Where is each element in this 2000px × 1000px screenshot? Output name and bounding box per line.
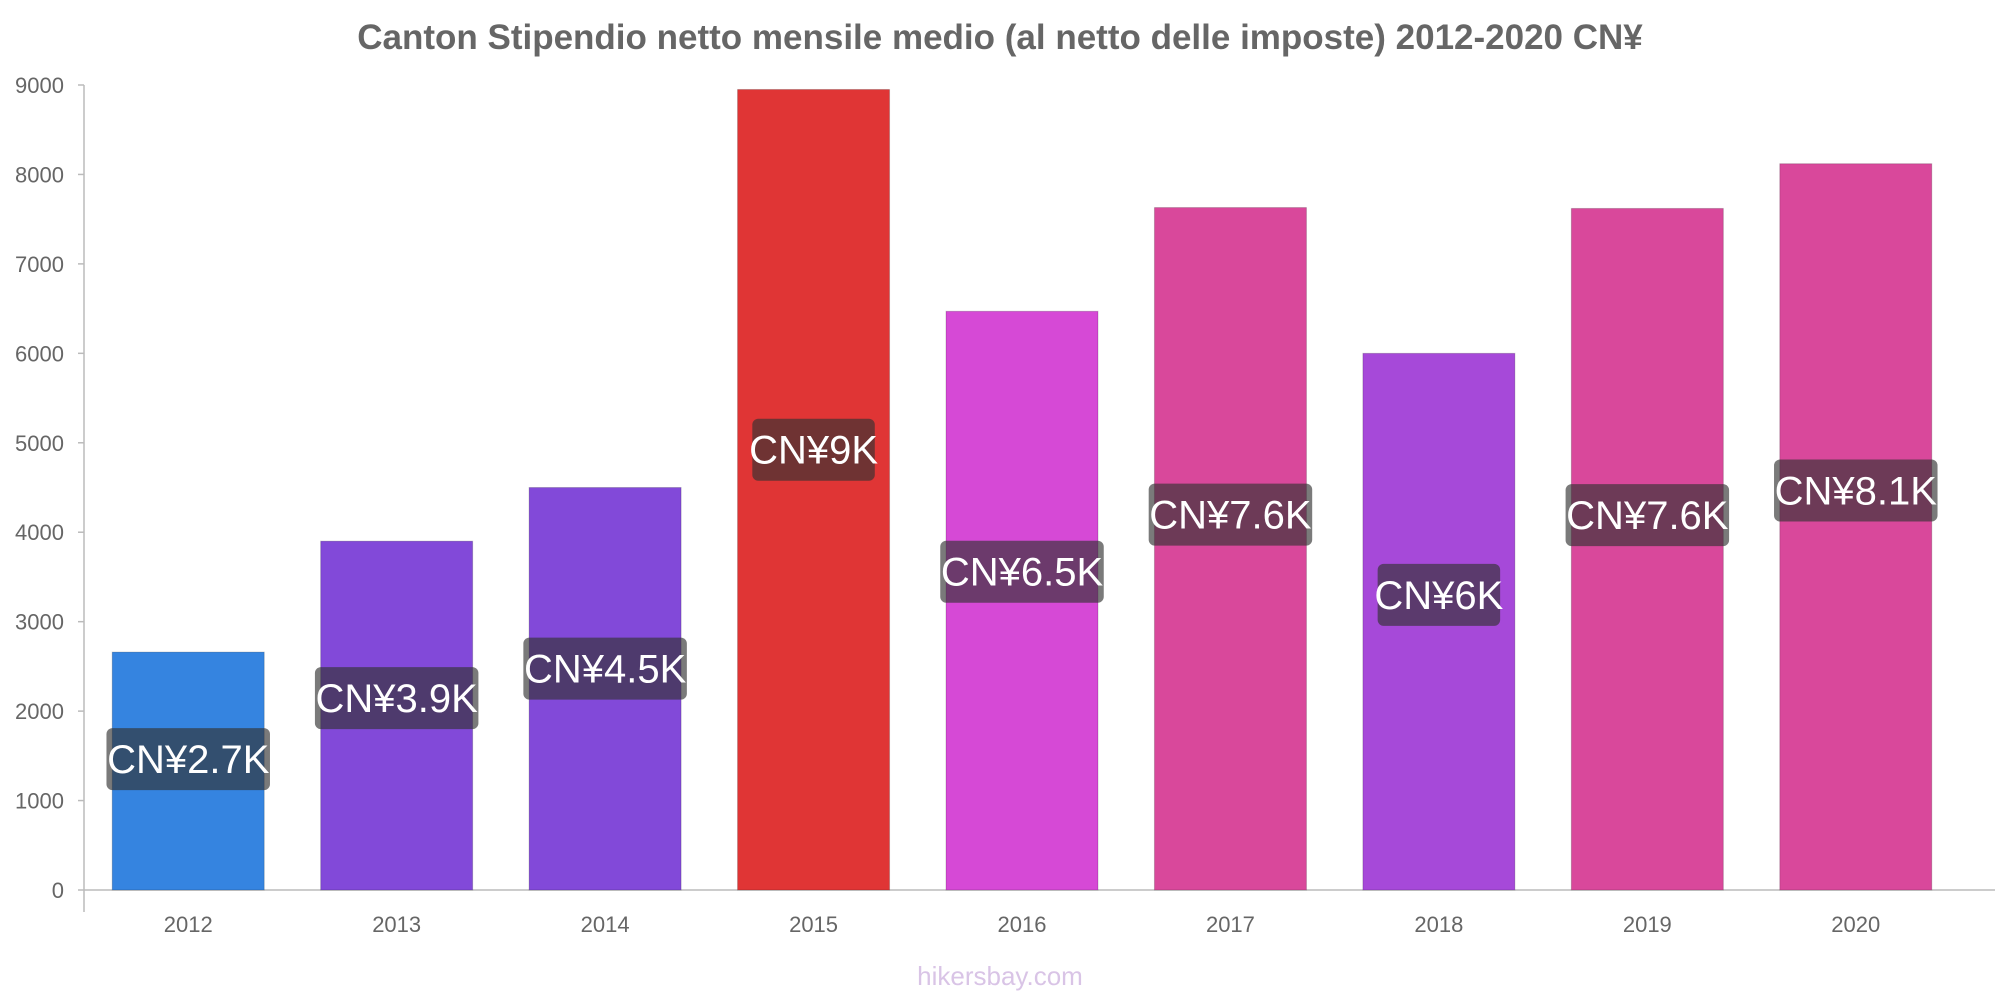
data-label-bg [1565, 484, 1730, 547]
x-tick-label: 2015 [789, 912, 838, 937]
data-label-text: CN¥4.5K [524, 648, 687, 692]
x-tick-label: 2020 [1831, 912, 1880, 937]
y-tick-label: 1000 [15, 789, 64, 814]
bar [737, 88, 891, 891]
x-tick-label: 2014 [581, 912, 630, 937]
chart-title: Canton Stipendio netto mensile medio (al… [357, 18, 1643, 57]
data-label: CN¥3.9K [314, 667, 479, 730]
y-tick-label: 2000 [15, 699, 64, 724]
data-label: CN¥6.5K [940, 540, 1104, 603]
data-label-text: CN¥7.6K [1566, 494, 1729, 538]
data-label-text: CN¥2.7K [107, 738, 270, 782]
data-labels: CN¥2.7K CN¥3.9K CN¥4.5K CN¥9K CN¥6.5K CN¥7.6K… [106, 418, 1938, 791]
bar [1779, 163, 1933, 891]
data-label-bg [106, 728, 270, 791]
y-tick-label: 3000 [15, 610, 64, 635]
data-label-bg [1774, 459, 1938, 522]
x-tick-label: 2013 [372, 912, 421, 937]
data-label: CN¥2.7K [106, 728, 270, 791]
data-label-bg [752, 418, 875, 481]
x-tick-label: 2019 [1623, 912, 1672, 937]
bar [1153, 207, 1307, 891]
y-tick-label: 7000 [15, 252, 64, 277]
y-tick-label: 6000 [15, 341, 64, 366]
data-label: CN¥7.6K [1148, 483, 1313, 546]
data-label-bg [1377, 563, 1501, 626]
y-tick-label: 9000 [15, 73, 64, 98]
y-tick-label: 8000 [15, 162, 64, 187]
y-tick-label: 0 [52, 878, 64, 903]
y-tick-label: 5000 [15, 431, 64, 456]
x-tick-label: 2017 [1206, 912, 1255, 937]
data-label: CN¥7.6K [1565, 484, 1730, 547]
watermark: hikersbay.com [917, 961, 1083, 991]
data-label-bg [314, 667, 479, 730]
data-label-text: CN¥9K [749, 429, 878, 473]
data-label: CN¥8.1K [1774, 459, 1938, 522]
data-label-bg [523, 637, 687, 700]
data-label-text: CN¥6.5K [941, 551, 1104, 595]
y-tick-label: 4000 [15, 520, 64, 545]
bar [1570, 207, 1724, 891]
data-label: CN¥6K [1374, 563, 1504, 626]
data-label-text: CN¥8.1K [1775, 470, 1938, 514]
data-label-bg [1148, 483, 1313, 546]
x-tick-label: 2012 [164, 912, 213, 937]
data-label-bg [940, 540, 1104, 603]
x-tick-label: 2018 [1414, 912, 1463, 937]
data-label: CN¥4.5K [523, 637, 687, 700]
data-label-text: CN¥3.9K [316, 677, 479, 721]
data-label-text: CN¥7.6K [1149, 494, 1312, 538]
x-tick-label: 2016 [998, 912, 1047, 937]
data-label: CN¥9K [749, 418, 878, 481]
data-label-text: CN¥6K [1374, 574, 1503, 618]
